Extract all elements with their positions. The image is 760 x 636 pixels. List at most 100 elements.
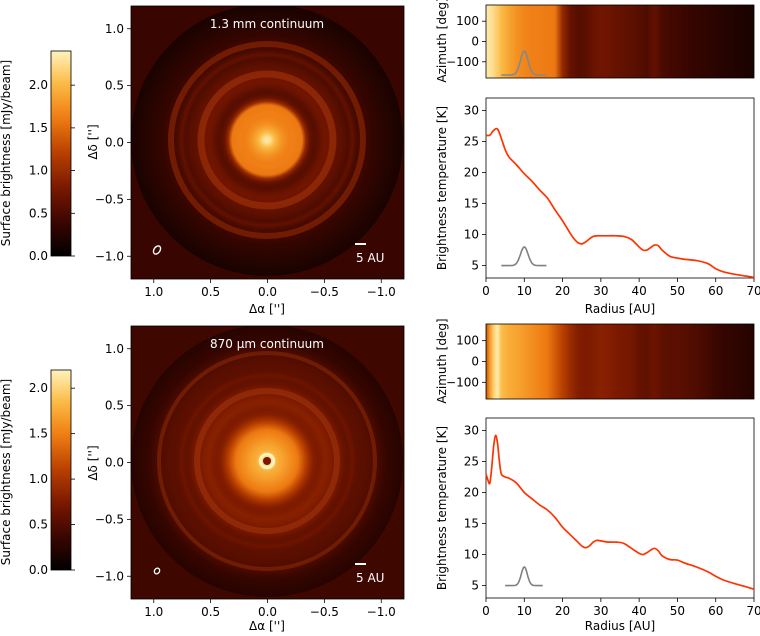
- profile-xlabel: Radius [AU]: [585, 619, 655, 632]
- azimuth-ylabel: Azimuth [deg]: [435, 318, 449, 403]
- brightness-temperature-line: [485, 127, 755, 279]
- profile-ytick-label: 10: [464, 228, 479, 242]
- image-ylabel: Δδ ['']: [86, 445, 100, 480]
- ring-outer: [157, 351, 377, 571]
- colorbar-tick-label: 1.0: [29, 164, 48, 178]
- image-ytick-label: 1.0: [105, 342, 124, 356]
- profile-ytick-label: 20: [464, 165, 479, 179]
- profile-ylabel: Brightness temperature [K]: [435, 106, 449, 270]
- profile-ticks: 0 10 20 30 40 50 60 70 5 10 15 20 25 30: [464, 423, 760, 618]
- panel-bottom: 0.0 0.5 1.0 1.5 2.0 Surface brightness [mJy/…: [0, 318, 760, 633]
- image-xtick-label: 0.0: [258, 285, 277, 299]
- colorbar-tick-label: 0.0: [29, 249, 48, 263]
- profile-xtick-label: 40: [632, 284, 647, 298]
- profile-xtick-label: 20: [555, 284, 570, 298]
- profile-xtick-label: 40: [632, 604, 647, 618]
- ring-outer: [168, 41, 366, 239]
- azimuth-map-top: 100 0 −100 Azimuth [deg]: [435, 0, 755, 83]
- colorbar-tick-label: 0.5: [29, 518, 48, 532]
- colorbar-tick-label: 2.0: [29, 78, 48, 92]
- profile-top: 0 10 20 30 40 50 60 70 5 10 15 20 25 30 Radius [AU] B…: [435, 97, 760, 316]
- image-xtick-label: −1.0: [367, 605, 396, 619]
- scale-bar-label: 5 AU: [356, 251, 384, 265]
- profile-bottom: 0 10 20 30 40 50 60 70 5 10 15 20 25 30 Radius [AU] B…: [435, 417, 760, 633]
- profile-ytick-label: 25: [464, 134, 479, 148]
- ring-inner: [194, 388, 340, 534]
- profile-xtick-label: 0: [482, 284, 490, 298]
- profile-xtick-label: 30: [593, 604, 608, 618]
- profile-xtick-label: 60: [708, 284, 723, 298]
- colorbar-bottom: 0.0 0.5 1.0 1.5 2.0 Surface brightness [mJy/…: [0, 369, 75, 577]
- beam-ellipse: [153, 567, 161, 575]
- beam-profile: [501, 246, 547, 267]
- image-xtick-label: −0.5: [310, 605, 339, 619]
- colorbar-tick-label: 1.5: [29, 427, 48, 441]
- profile-xtick-label: 50: [670, 284, 685, 298]
- image-ylabel: Δδ ['']: [86, 124, 100, 159]
- profile-xtick-label: 50: [670, 604, 685, 618]
- profile-ytick-label: 30: [464, 103, 479, 117]
- azimuth-map-bottom: 100 0 −100 Azimuth [deg]: [435, 318, 755, 404]
- profile-frame: [485, 417, 755, 599]
- colorbar-bar: [50, 369, 72, 571]
- profile-ylabel: Brightness temperature [K]: [435, 426, 449, 590]
- image-xlabel: Δα ['']: [249, 302, 285, 316]
- image-xtick-label: 1.0: [144, 285, 163, 299]
- beam-profile: [505, 566, 543, 587]
- image-ytick-label: −1.0: [95, 569, 124, 583]
- image-xlabel: Δα ['']: [249, 619, 285, 632]
- image-ticks: 1.0 0.5 0.0 −0.5 −1.0 −1.0 −0.5 0.0 0.5 1.0: [95, 22, 396, 299]
- scale-bar-label: 5 AU: [356, 571, 384, 585]
- azimuth-ytick-label: 0: [471, 355, 479, 369]
- disk-image-top: 5 AU 1.3 mm continuum 1.0 0.5 0.0 −0.5 −1.0 −…: [86, 5, 405, 316]
- azimuth-ytick-label: 100: [456, 334, 479, 348]
- azimuth-ticks: 100 0 −100: [446, 14, 486, 69]
- colorbar-tick-label: 2.0: [29, 381, 48, 395]
- colorbar-tick-label: 1.0: [29, 472, 48, 486]
- colorbar-ticks: 0.0 0.5 1.0 1.5 2.0: [29, 381, 75, 577]
- image-ytick-label: 0.0: [105, 456, 124, 470]
- colorbar-tick-label: 0.0: [29, 563, 48, 577]
- profile-ytick-label: 5: [471, 579, 479, 593]
- panel-top: 0.0 0.5 1.0 1.5 2.0 Surface brightness [mJy/…: [0, 0, 760, 316]
- profile-ytick-label: 20: [464, 485, 479, 499]
- image-ytick-label: −0.5: [95, 192, 124, 206]
- profile-ytick-label: 15: [464, 517, 479, 531]
- image-xtick-label: 0.5: [201, 605, 220, 619]
- profile-ytick-label: 10: [464, 548, 479, 562]
- image-xtick-label: 0.0: [258, 605, 277, 619]
- profile-xtick-label: 70: [746, 284, 760, 298]
- profile-ticks: 0 10 20 30 40 50 60 70 5 10 15 20 25 30: [464, 103, 760, 298]
- azimuth-beam-profile: [501, 50, 547, 76]
- azimuth-ytick-label: −100: [446, 375, 479, 389]
- brightness-temperature-line: [485, 434, 755, 591]
- beam-ellipse: [152, 245, 162, 255]
- azimuth-ticks: 100 0 −100: [446, 334, 486, 389]
- colorbar-label: Surface brightness [mJy/beam]: [0, 60, 13, 246]
- profile-xtick-label: 0: [482, 604, 490, 618]
- colorbar-top: 0.0 0.5 1.0 1.5 2.0 Surface brightness [mJy/…: [0, 50, 75, 263]
- image-title: 1.3 mm continuum: [210, 17, 324, 31]
- image-xtick-label: 0.5: [201, 285, 220, 299]
- profile-xtick-label: 10: [517, 284, 532, 298]
- colorbar-tick-label: 1.5: [29, 121, 48, 135]
- colorbar-tick-label: 0.5: [29, 206, 48, 220]
- colorbar-bar: [50, 50, 72, 257]
- image-ytick-label: 0.0: [105, 136, 124, 150]
- profile-frame: [485, 97, 755, 279]
- profile-ytick-label: 30: [464, 423, 479, 437]
- ring-inner: [197, 70, 337, 210]
- image-ytick-label: −1.0: [95, 249, 124, 263]
- colorbar-ticks: 0.0 0.5 1.0 1.5 2.0: [29, 78, 75, 263]
- image-title: 870 μm continuum: [210, 337, 324, 351]
- azimuth-ylabel: Azimuth [deg]: [435, 0, 449, 83]
- inner-cavity: [263, 457, 271, 465]
- profile-ytick-label: 15: [464, 197, 479, 211]
- profile-xlabel: Radius [AU]: [585, 302, 655, 316]
- image-ytick-label: −0.5: [95, 512, 124, 526]
- image-xtick-label: −0.5: [310, 285, 339, 299]
- image-ytick-label: 1.0: [105, 22, 124, 36]
- image-ticks: 1.0 0.5 0.0 −0.5 −1.0 −1.0 −0.5 0.0 0.5 1.0: [95, 342, 396, 619]
- azimuth-ytick-label: 0: [471, 35, 479, 49]
